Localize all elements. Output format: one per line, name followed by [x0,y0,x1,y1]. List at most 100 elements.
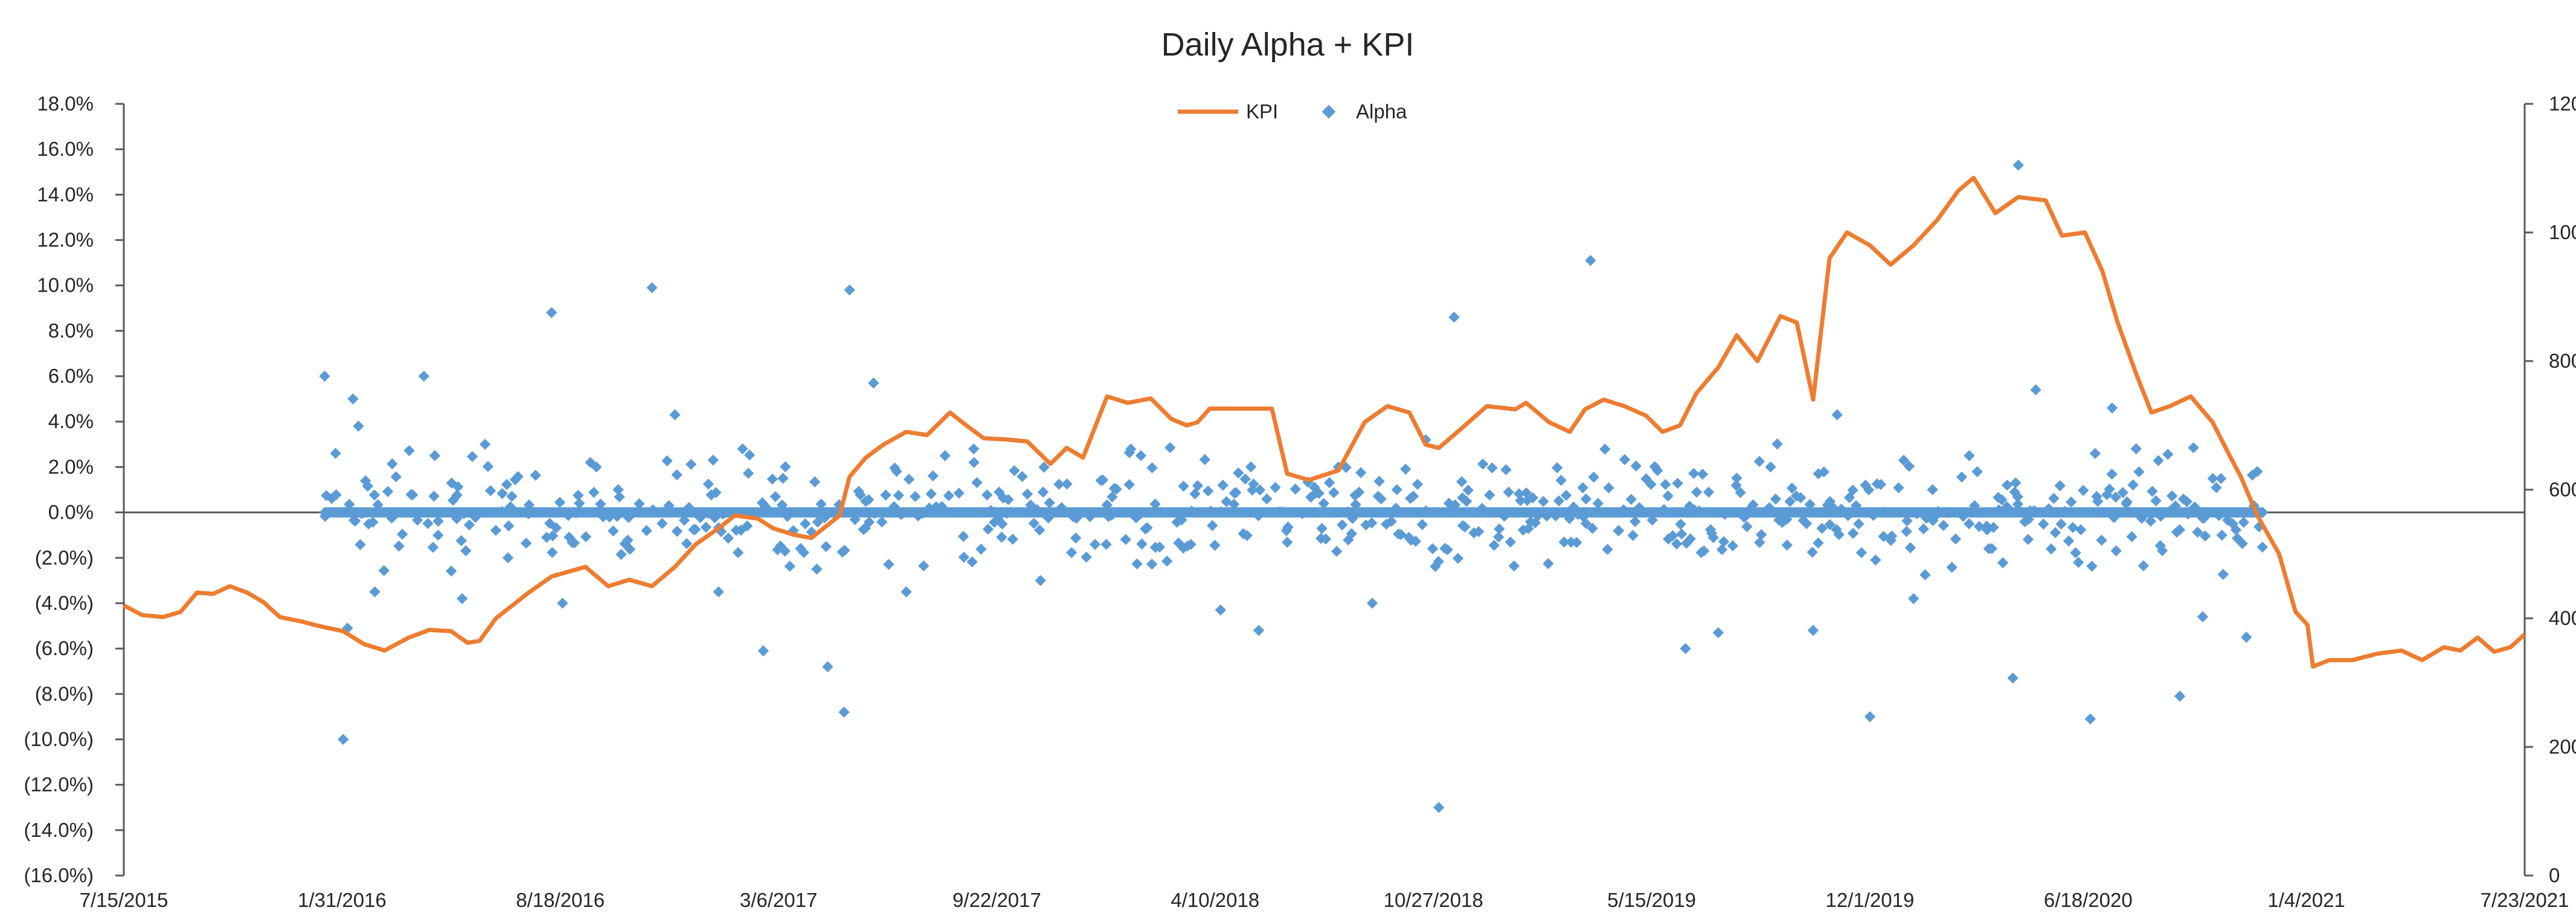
alpha-point [953,487,965,499]
alpha-point [766,473,778,485]
alpha-point [1248,478,1259,490]
alpha-point [411,514,423,526]
alpha-point [2130,443,2142,455]
alpha-point [2238,516,2249,528]
alpha-point [1199,453,1210,466]
alpha-point [580,531,592,543]
alpha-point [839,545,850,556]
alpha-point [622,534,634,546]
alpha-point [2237,538,2248,549]
alpha-point [1123,479,1135,490]
alpha-point [862,494,875,505]
alpha-point [1503,486,1514,498]
alpha-point [1964,518,1975,530]
alpha-point [1366,517,1378,529]
alpha-point [1903,460,1915,472]
alpha-point [1061,478,1073,490]
alpha-point [1585,255,1596,266]
alpha-point [1399,463,1412,475]
alpha-point [1488,539,1500,551]
alpha-point [690,524,701,535]
alpha-point [2126,531,2138,543]
alpha-point [2199,530,2211,542]
alpha-point [925,488,937,500]
alpha-point [1667,530,1678,542]
alpha-point [1685,533,1696,545]
alpha-point [1560,490,1572,501]
alpha-point [1460,495,1473,507]
alpha-point [893,490,904,501]
alpha-point [671,525,683,537]
alpha-point [1847,484,1858,496]
alpha-point [452,481,464,493]
alpha-point [1407,490,1419,502]
alpha-point [1671,538,1683,550]
alpha-point [330,447,341,460]
alpha-point [463,519,475,531]
alpha-point [2022,534,2034,545]
alpha-point [1997,557,2009,569]
alpha-point [1239,473,1251,485]
alpha-point [1886,530,1898,542]
alpha-point [1131,558,1143,570]
alpha-point [876,516,888,528]
alpha-point [1855,547,1868,559]
alpha-point [2117,487,2128,498]
alpha-point [1675,518,1686,530]
alpha-point [2153,455,2164,467]
alpha-point [1602,543,1613,556]
alpha-point [1178,481,1189,492]
alpha-point [378,565,390,577]
alpha-point [1442,544,1453,556]
alpha-point [1898,455,1910,466]
legend-alpha-marker [1322,104,1336,119]
alpha-point [573,490,584,501]
alpha-point [2007,672,2019,684]
alpha-point [2162,449,2174,460]
alpha-point [2089,447,2101,460]
alpha-point [1927,484,1938,496]
alpha-point [1282,521,1294,533]
alpha-point [2084,713,2096,725]
alpha-point [1847,528,1859,539]
alpha-point [1448,312,1460,323]
alpha-point [1185,539,1196,550]
alpha-point [512,471,524,482]
alpha-point [2065,496,2077,508]
alpha-point [634,498,645,510]
alpha-point [777,473,789,484]
alpha-point [479,438,491,450]
alpha-point [554,496,566,508]
alpha-point [1135,450,1147,461]
alpha-point [820,540,832,552]
alpha-point [2121,496,2133,508]
alpha-point [1652,465,1663,476]
alpha-point [547,530,559,542]
alpha-point [1577,482,1588,493]
alpha-point [319,370,330,382]
alpha-point [798,546,809,559]
alpha-point [838,706,850,718]
alpha-point [1410,536,1422,547]
alpha-point [1816,522,1828,534]
alpha-point [1217,479,1229,491]
alpha-point [1973,520,1985,532]
alpha-point [982,524,994,535]
alpha-point [432,530,444,541]
alpha-point [1017,471,1028,482]
alpha-point [1328,487,1340,499]
alpha-point [975,543,987,555]
right-tick-label: 400 [2549,607,2576,629]
alpha-point [1592,498,1604,509]
alpha-point [1009,465,1020,476]
alpha-point [355,539,366,551]
alpha-point [418,370,430,382]
alpha-point [1971,466,1983,478]
alpha-point [1494,523,1505,535]
alpha-point [901,586,912,598]
alpha-point [422,517,434,530]
alpha-point [2104,483,2115,495]
alpha-point [1456,476,1468,487]
alpha-point [1907,593,1919,604]
